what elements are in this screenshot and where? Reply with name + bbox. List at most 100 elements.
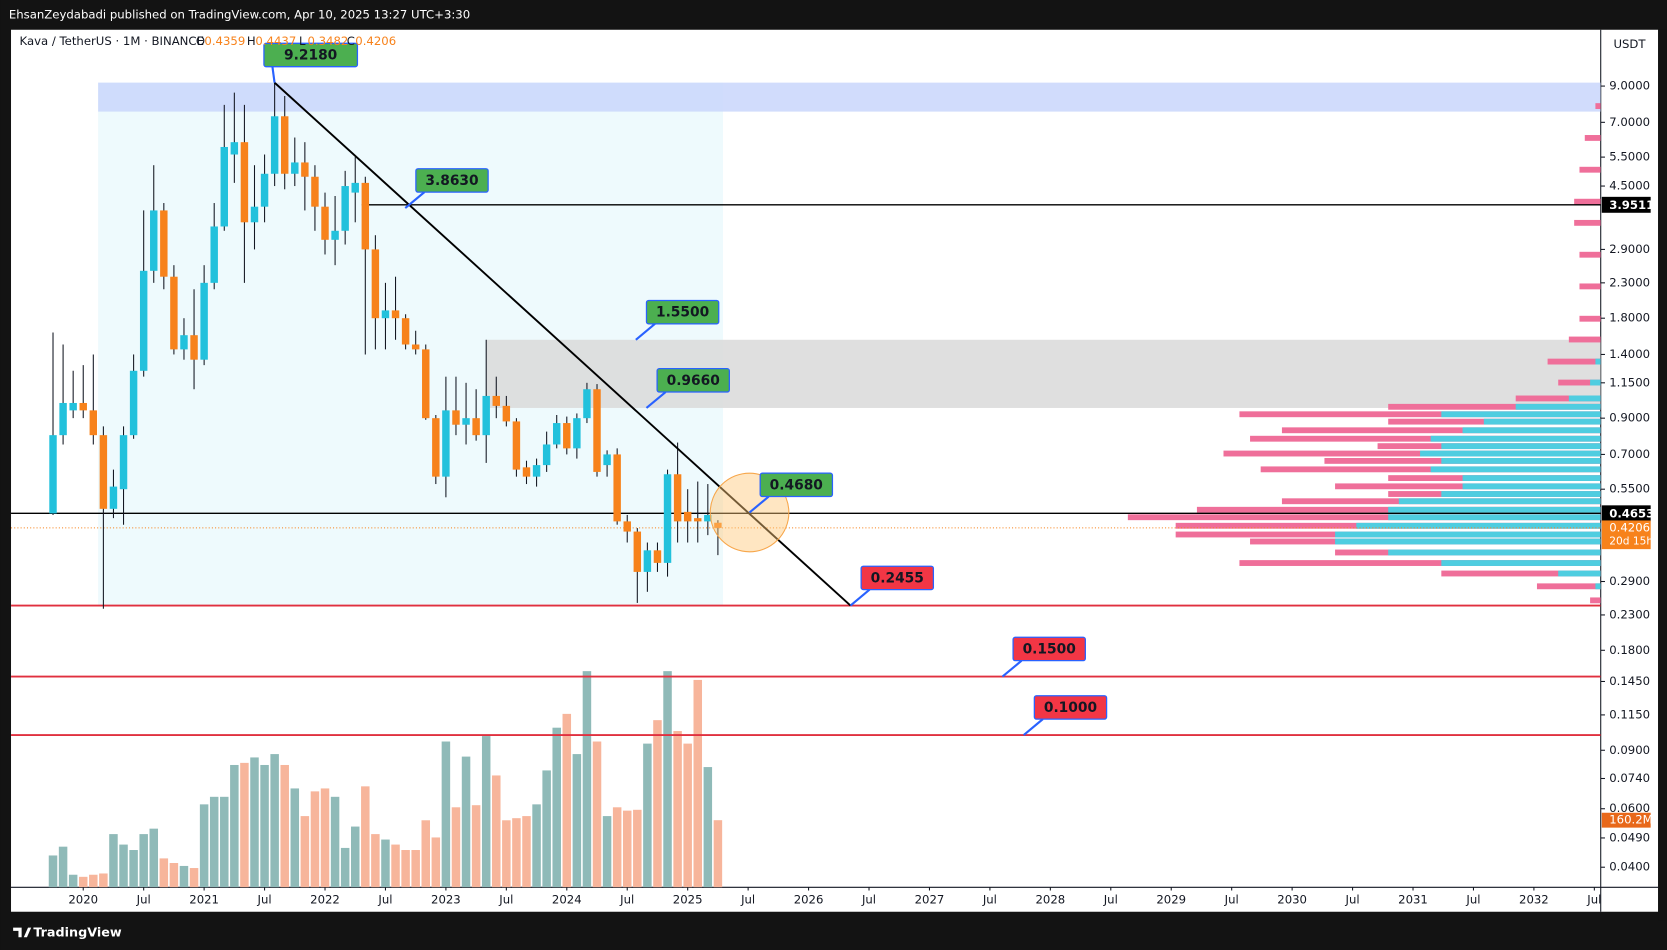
candle-body bbox=[180, 335, 188, 350]
x-tick-label: 2030 bbox=[1277, 893, 1307, 907]
volume-bar bbox=[300, 816, 310, 888]
volume-bar bbox=[320, 788, 330, 888]
volume-bar bbox=[68, 874, 78, 888]
profile-buy bbox=[1595, 583, 1601, 590]
profile-buy bbox=[1388, 514, 1601, 521]
brand: TradingView bbox=[33, 925, 122, 940]
annotation-pointer bbox=[1001, 659, 1023, 678]
x-tick-label: 2025 bbox=[673, 893, 703, 907]
profile-buy bbox=[1441, 560, 1601, 566]
x-tick-label: Jul bbox=[861, 893, 876, 907]
volume-bar bbox=[602, 816, 612, 888]
candle-body bbox=[270, 116, 279, 174]
candle-body bbox=[391, 310, 400, 319]
profile-total bbox=[1595, 103, 1601, 110]
annotation-box bbox=[860, 565, 935, 591]
candle-body bbox=[552, 423, 561, 445]
volume-bar bbox=[451, 807, 461, 888]
volume-bar bbox=[532, 804, 541, 888]
y-tick-label: 0.0740 bbox=[1609, 771, 1650, 785]
volume-bar bbox=[622, 810, 632, 888]
publish-info: EhsanZeydabadi published on TradingView.… bbox=[9, 7, 470, 21]
profile-buy bbox=[1595, 358, 1601, 365]
annotation-box bbox=[759, 472, 834, 498]
annotation-label: 0.9660 bbox=[667, 373, 720, 389]
y-tick-label: 4.5000 bbox=[1609, 179, 1650, 193]
volume-bar bbox=[461, 756, 471, 888]
profile-total bbox=[1223, 450, 1601, 457]
candle-body bbox=[492, 395, 500, 406]
price-box bbox=[1601, 520, 1651, 550]
candle-body bbox=[502, 405, 511, 422]
countdown: 20d 15h bbox=[1609, 535, 1653, 548]
annotation-label: 3.8630 bbox=[425, 173, 478, 189]
y-tick-label: 1.8000 bbox=[1609, 311, 1650, 325]
volume-bar bbox=[643, 743, 652, 888]
profile-buy bbox=[1515, 403, 1601, 410]
x-tick-label: 2021 bbox=[189, 893, 219, 907]
volume-bar bbox=[189, 868, 199, 888]
candle-body bbox=[512, 421, 521, 470]
x-tick-label: 2027 bbox=[915, 893, 945, 907]
volume-label: 160.2M bbox=[1609, 813, 1653, 827]
y-tick-label: 0.0400 bbox=[1609, 860, 1650, 874]
ohlc-letter: L bbox=[299, 34, 306, 48]
annotation-label: 0.4680 bbox=[770, 477, 823, 493]
profile-buy bbox=[1335, 531, 1601, 538]
volume-bar bbox=[340, 847, 350, 888]
volume-bar bbox=[260, 764, 269, 888]
x-tick-label: 2022 bbox=[310, 893, 340, 907]
annotation-box bbox=[1012, 636, 1086, 662]
level-axis-box bbox=[1601, 505, 1651, 522]
x-tick-label: Jul bbox=[136, 893, 151, 907]
ohlc-letter: H bbox=[247, 34, 256, 48]
volume-bar bbox=[129, 850, 138, 888]
candle-body bbox=[462, 418, 470, 425]
profile-buy bbox=[1441, 457, 1601, 464]
annotation-label: 0.2455 bbox=[871, 570, 924, 586]
candle-body bbox=[532, 465, 541, 477]
volume-bar bbox=[401, 850, 410, 888]
plot: 9.2180 3.8630 1.5500 0.9660 0.4680 0.2455 0.15… bbox=[11, 42, 1601, 888]
volume-bar bbox=[119, 844, 128, 888]
profile-total bbox=[1579, 251, 1601, 258]
volume-bar bbox=[703, 767, 713, 888]
profile-total bbox=[1574, 198, 1601, 205]
volume-bar bbox=[270, 754, 279, 888]
volume-bar bbox=[552, 727, 561, 888]
ohlc-letter: C bbox=[347, 34, 355, 48]
profile-total bbox=[1239, 560, 1601, 566]
profile-buy bbox=[1483, 418, 1601, 425]
x-tick-label: 2024 bbox=[552, 893, 582, 907]
volume-bar bbox=[149, 828, 159, 888]
x-tick-label: Jul bbox=[1224, 893, 1239, 907]
volume-bar bbox=[431, 837, 441, 888]
volume-bar bbox=[693, 679, 703, 888]
annotation-pointer bbox=[849, 588, 871, 607]
volume-bar bbox=[361, 786, 370, 888]
profile-total bbox=[1590, 597, 1601, 604]
candle-body bbox=[301, 162, 309, 177]
profile-total bbox=[1574, 219, 1601, 226]
x-tick-label: Jul bbox=[257, 893, 272, 907]
candle-body bbox=[411, 344, 420, 350]
annotation-pointer bbox=[645, 391, 667, 409]
volume-bar bbox=[139, 834, 148, 888]
x-tick-label: Jul bbox=[1465, 893, 1480, 907]
candle-body bbox=[341, 186, 349, 231]
candle-body bbox=[160, 210, 168, 277]
x-tick-label: 2032 bbox=[1519, 893, 1549, 907]
level-axis-box bbox=[1601, 196, 1651, 213]
y-tick-label: 0.0600 bbox=[1609, 801, 1650, 815]
y-tick-label: 5.5000 bbox=[1609, 150, 1650, 164]
profile-buy bbox=[1462, 427, 1601, 434]
volume-bar bbox=[391, 844, 400, 888]
profile-buy bbox=[1420, 450, 1601, 457]
annotation-box bbox=[263, 42, 359, 68]
volume-bar bbox=[290, 788, 300, 888]
volume-bar bbox=[230, 764, 239, 888]
annotation-pointer bbox=[404, 191, 426, 209]
candle-body bbox=[321, 206, 329, 240]
candle-body bbox=[422, 349, 430, 419]
volume-bar bbox=[89, 874, 98, 888]
